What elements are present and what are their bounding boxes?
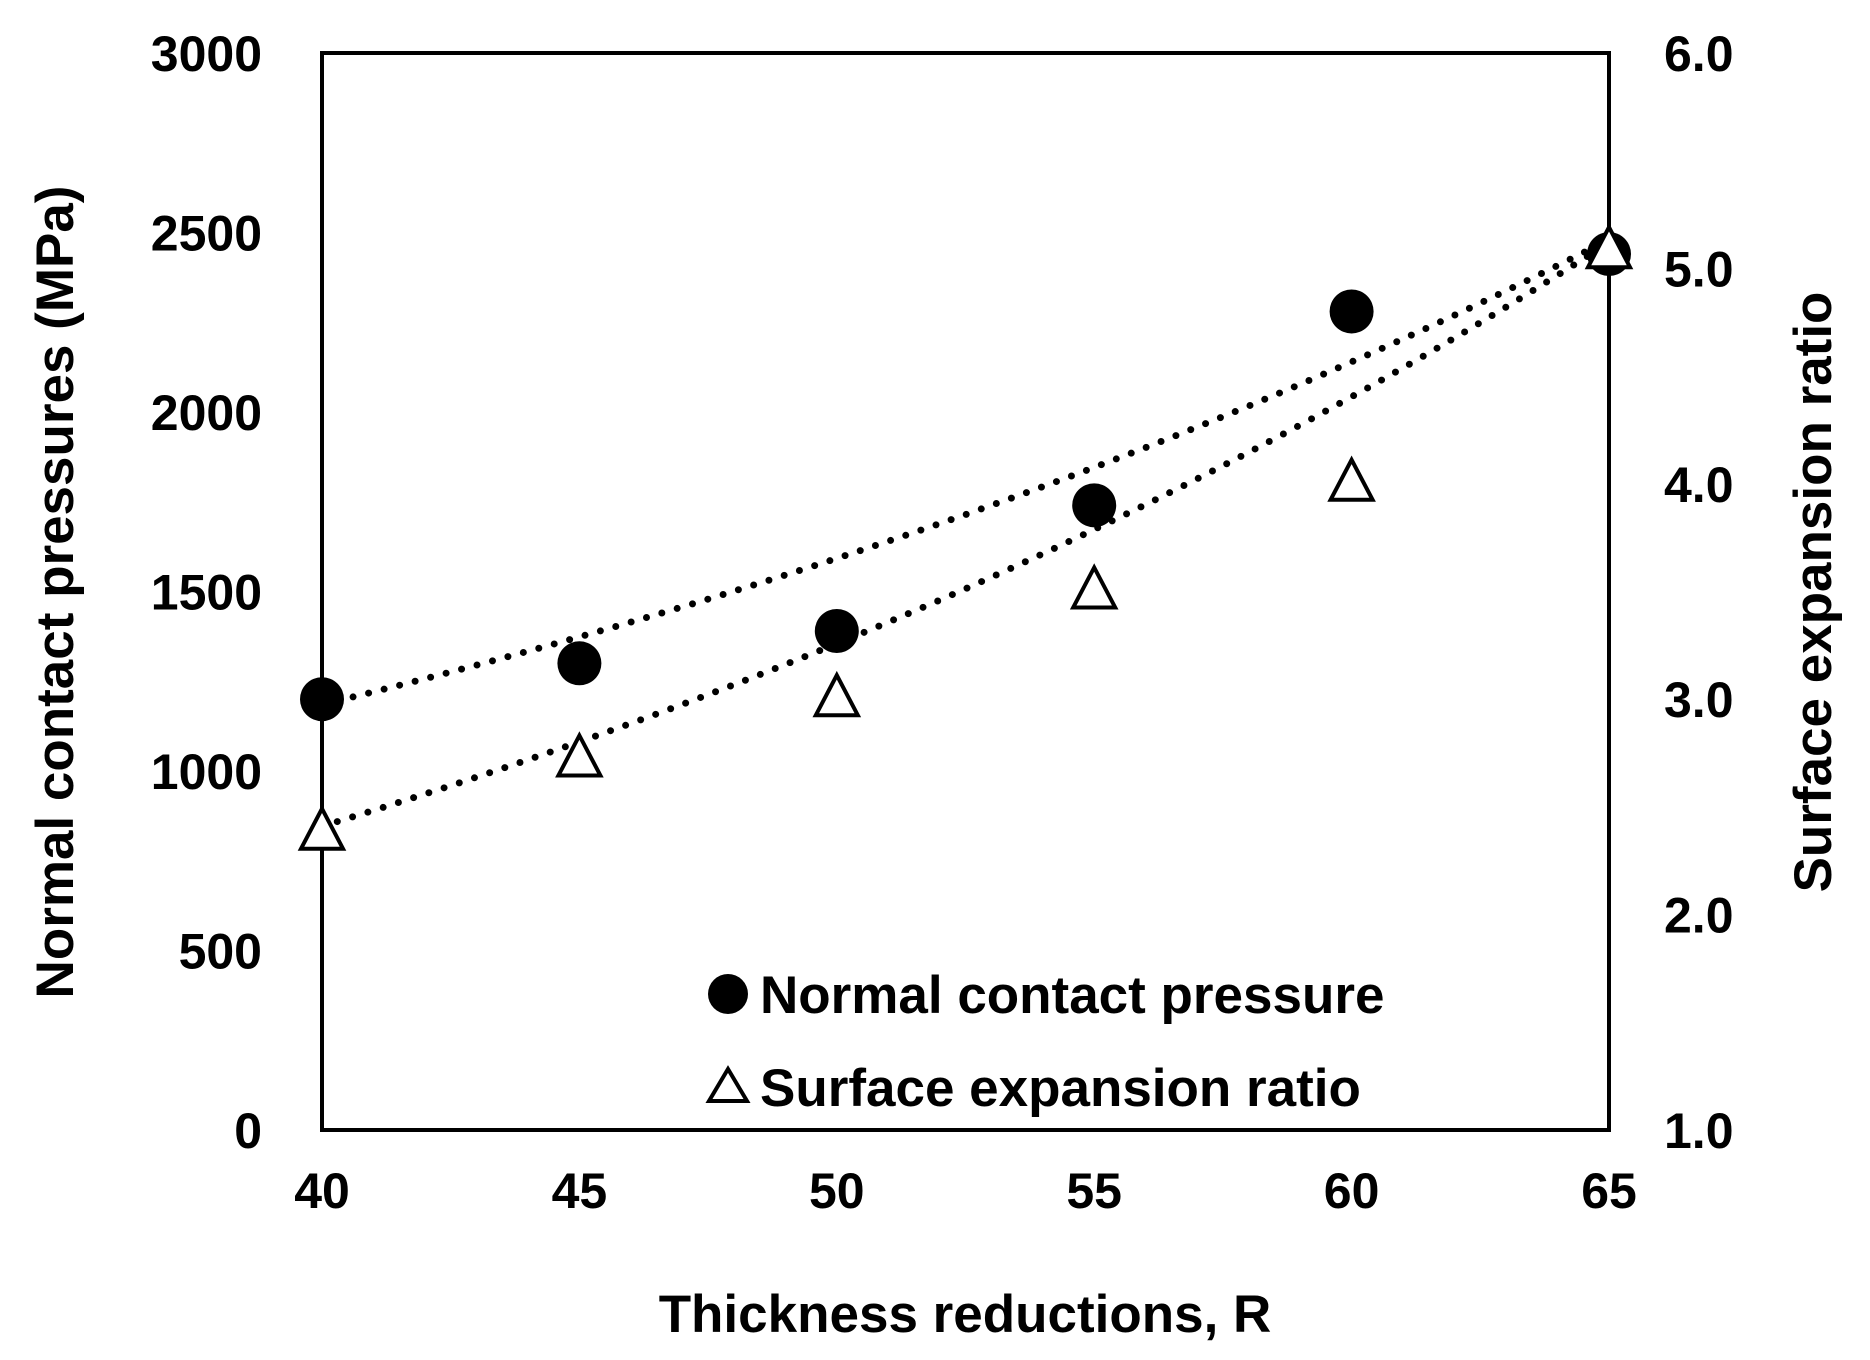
y-right-tick-label: 3.0 xyxy=(1664,672,1734,728)
y-left-tick-label: 2500 xyxy=(151,206,262,262)
y-right-tick-label: 1.0 xyxy=(1664,1103,1734,1159)
y-left-tick-label: 2000 xyxy=(151,385,262,441)
y-left-tick-label: 1000 xyxy=(151,744,262,800)
data-point-surface-expansion-ratio xyxy=(1069,563,1119,610)
data-point-surface-expansion-ratio xyxy=(555,731,604,778)
data-point-surface-expansion-ratio xyxy=(812,670,862,718)
y-left-tick-label: 500 xyxy=(179,924,262,980)
y-right-tick-label: 5.0 xyxy=(1664,241,1734,297)
legend-marker-normal-contact-pressure xyxy=(708,974,748,1014)
y-right-tick-label: 4.0 xyxy=(1664,457,1734,513)
data-point-surface-expansion-ratio xyxy=(297,804,347,851)
data-point-surface-expansion-ratio xyxy=(1584,222,1634,270)
y-right-axis-title: Surface expansion ratio xyxy=(1784,292,1843,893)
x-tick-label: 60 xyxy=(1324,1163,1380,1219)
legend-marker-surface-expansion-ratio xyxy=(705,1065,751,1103)
trendline-normal-contact-pressure xyxy=(318,236,1613,709)
y-left-axis-ticks: 0 500 1000 1500 2000 2500 3000 xyxy=(151,26,262,1159)
x-tick-label: 65 xyxy=(1581,1163,1637,1219)
data-point-normal-contact-pressure xyxy=(1329,289,1374,334)
y-left-tick-label: 1500 xyxy=(151,565,262,621)
y-right-tick-label: 6.0 xyxy=(1664,26,1734,82)
y-right-axis-ticks: 1.0 2.0 3.0 4.0 5.0 6.0 xyxy=(1664,26,1734,1159)
x-tick-label: 45 xyxy=(552,1163,608,1219)
x-tick-label: 55 xyxy=(1066,1163,1122,1219)
x-tick-label: 40 xyxy=(294,1163,350,1219)
x-axis-title: Thickness reductions, R xyxy=(659,1285,1272,1344)
data-point-normal-contact-pressure xyxy=(1072,483,1117,528)
data-point-normal-contact-pressure xyxy=(300,677,344,722)
data-point-normal-contact-pressure xyxy=(814,608,859,653)
y-left-axis-title: Normal contact pressures (MPa) xyxy=(26,186,85,999)
trendlines xyxy=(318,236,1613,830)
x-tick-label: 50 xyxy=(809,1163,865,1219)
data-markers xyxy=(297,222,1634,851)
y-right-tick-label: 2.0 xyxy=(1664,888,1734,944)
trendline-surface-expansion-ratio xyxy=(318,239,1613,830)
data-point-surface-expansion-ratio xyxy=(1327,455,1376,502)
plot-area-frame xyxy=(320,51,1611,1132)
x-axis-ticks: 40 45 50 55 60 65 xyxy=(294,1163,1637,1219)
legend-label-normal-contact-pressure: Normal contact pressure xyxy=(760,966,1384,1025)
legend: Normal contact pressure Surface expansio… xyxy=(705,966,1384,1118)
y-left-tick-label: 3000 xyxy=(151,26,262,82)
legend-label-surface-expansion-ratio: Surface expansion ratio xyxy=(760,1059,1361,1118)
y-left-tick-label: 0 xyxy=(234,1103,262,1159)
data-point-normal-contact-pressure xyxy=(557,641,602,686)
